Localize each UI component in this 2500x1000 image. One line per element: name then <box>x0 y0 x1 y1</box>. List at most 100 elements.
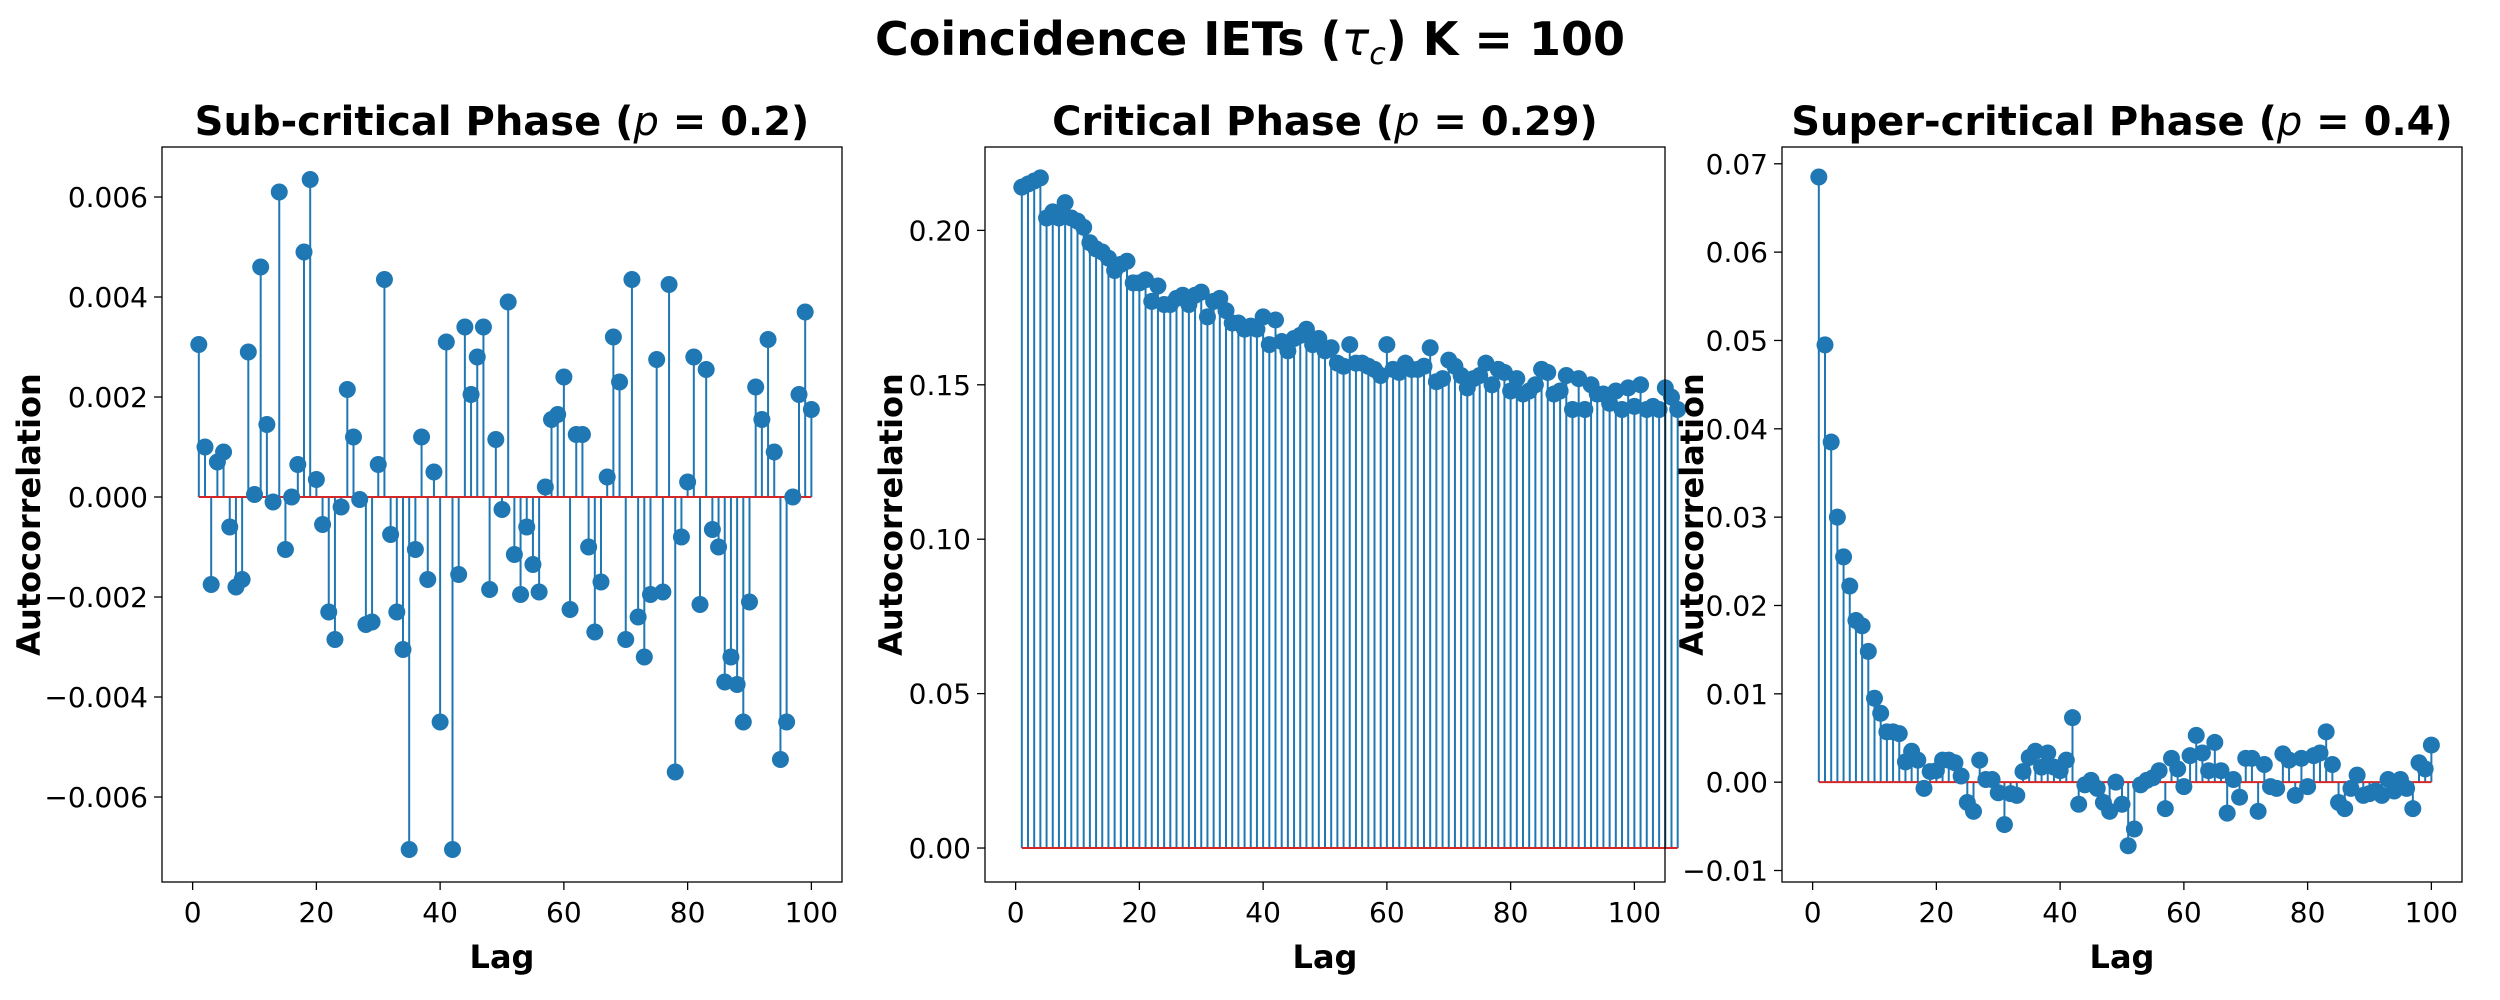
data-point <box>555 368 573 386</box>
data-point <box>617 631 635 648</box>
data-point <box>648 351 666 368</box>
y-tick-label: 0.03 <box>1706 501 1768 534</box>
data-point <box>703 521 721 538</box>
x-tick-label: 0 <box>184 896 202 929</box>
data-point <box>283 488 301 506</box>
marker-series <box>1013 169 1687 418</box>
data-point <box>1828 508 1846 526</box>
data-point <box>796 303 814 321</box>
data-point <box>456 318 474 336</box>
data-point <box>2311 744 2329 762</box>
data-point <box>1995 816 2013 834</box>
marker-series <box>1810 168 2440 855</box>
data-point <box>728 676 746 693</box>
y-axis-label: Autocorrelation <box>1673 373 1711 656</box>
data-point <box>462 386 480 403</box>
data-point <box>611 373 629 391</box>
y-tick-label: 0.04 <box>1706 413 1768 446</box>
data-point <box>2317 723 2335 741</box>
data-point <box>740 593 758 611</box>
data-point <box>2193 744 2211 762</box>
panel-title: Critical Phase (p = 0.29) <box>1052 99 1598 145</box>
data-point <box>221 518 239 536</box>
x-tick-label: 80 <box>2290 896 2326 929</box>
data-point <box>425 463 443 481</box>
x-tick-label: 20 <box>1122 896 1158 929</box>
y-tick-label: 0.15 <box>909 369 971 402</box>
data-point <box>635 648 653 666</box>
data-point <box>301 171 319 188</box>
figure-title-prefix: Coincidence IETs ( <box>875 12 1342 66</box>
data-point <box>270 183 288 201</box>
data-point <box>784 488 802 506</box>
panel-critical: Critical Phase (p = 0.29) 0 20 40 60 80 100 0.0… <box>872 99 1687 976</box>
data-point <box>802 401 820 418</box>
data-point <box>215 443 233 461</box>
data-point <box>2064 709 2082 727</box>
data-point <box>450 566 468 583</box>
figure-title-subscript: c <box>1369 37 1386 72</box>
y-tick-label: 0.02 <box>1706 589 1768 622</box>
y-tick-label: −0.004 <box>44 681 148 714</box>
y-tick-label: −0.006 <box>44 781 148 814</box>
data-point <box>1075 218 1093 236</box>
data-point <box>468 348 486 366</box>
data-point <box>431 713 449 731</box>
data-point <box>474 318 492 336</box>
data-point <box>2008 786 2026 804</box>
data-point <box>679 473 697 491</box>
data-point <box>394 641 412 658</box>
data-point <box>790 386 808 403</box>
data-point <box>1056 194 1074 212</box>
y-tick-label: 0.07 <box>1706 148 1768 181</box>
data-point <box>2398 779 2416 797</box>
data-point <box>685 348 703 366</box>
data-point <box>375 271 393 288</box>
panel-title: Super-critical Phase (p = 0.4) <box>1791 99 2453 145</box>
data-point <box>747 378 765 396</box>
data-point <box>2218 804 2236 822</box>
data-point <box>1965 802 1983 820</box>
data-point <box>753 411 771 428</box>
data-point <box>2125 820 2143 838</box>
data-point <box>1483 376 1501 394</box>
data-point <box>1378 336 1396 354</box>
data-point <box>2323 756 2341 774</box>
data-point <box>276 541 294 558</box>
data-point <box>2206 733 2224 751</box>
data-point <box>264 493 282 511</box>
panel-title: Sub-critical Phase (p = 0.2) <box>195 99 810 145</box>
data-point <box>524 556 542 573</box>
data-point <box>2187 726 2205 744</box>
plot-frame <box>984 146 1666 883</box>
data-point <box>778 713 796 731</box>
data-point <box>2200 762 2218 780</box>
panel-title-suffix: = 0.29) <box>1419 99 1597 145</box>
data-point <box>1989 784 2007 802</box>
y-tick-label: 0.20 <box>909 214 971 247</box>
y-tick-label: 0.000 <box>68 481 148 514</box>
data-point <box>1841 577 1859 595</box>
data-point <box>1508 370 1526 388</box>
stem-series <box>1020 177 1679 849</box>
x-tick-label: 100 <box>1608 896 1661 929</box>
data-point <box>2033 758 2051 776</box>
data-point <box>1835 548 1853 566</box>
data-point <box>1267 311 1285 329</box>
data-point <box>382 526 400 543</box>
data-point <box>499 293 517 311</box>
x-tick-label: 60 <box>546 896 582 929</box>
data-point <box>1198 308 1216 326</box>
panel-super-critical: Super-critical Phase (p = 0.4) 0 20 40 60 80 1… <box>1673 99 2463 976</box>
data-point <box>2113 795 2131 813</box>
data-point <box>2422 736 2440 754</box>
x-tick-label: 20 <box>299 896 335 929</box>
data-point <box>518 518 536 536</box>
y-tick-label: 0.01 <box>1706 678 1768 711</box>
data-point <box>437 333 455 351</box>
data-point <box>400 841 418 858</box>
data-point <box>2231 788 2249 806</box>
data-point <box>505 546 523 563</box>
data-point <box>2416 760 2434 778</box>
